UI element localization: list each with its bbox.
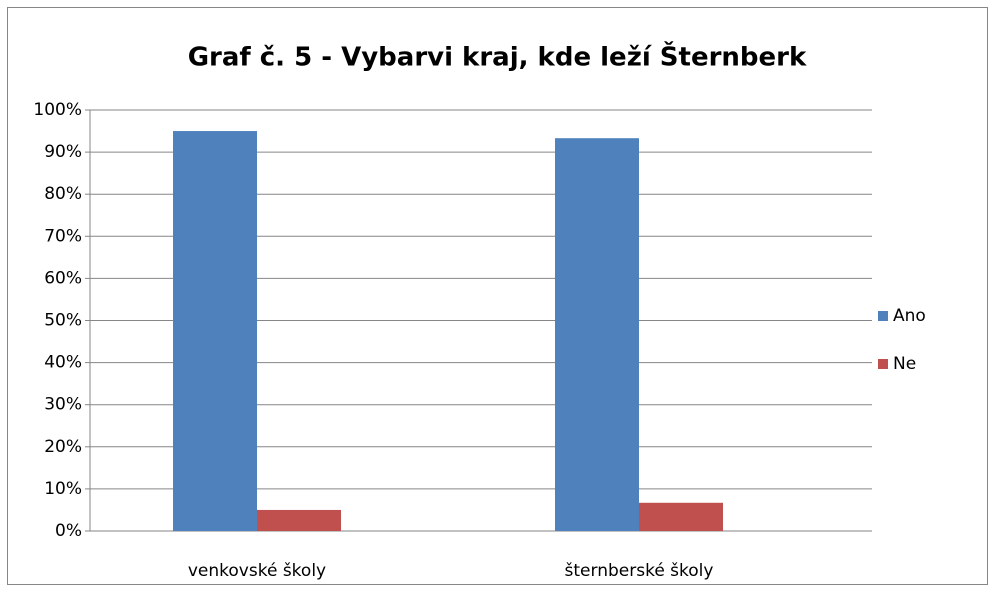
bar — [639, 502, 723, 531]
y-tick-label: 60% — [44, 268, 82, 288]
y-tick-label: 70% — [44, 226, 82, 246]
chart-title: Graf č. 5 - Vybarvi kraj, kde leží Štern… — [188, 41, 807, 73]
legend-label: Ne — [893, 354, 916, 374]
chart-border — [7, 7, 988, 585]
y-tick-label: 30% — [44, 395, 82, 415]
legend-label: Ano — [893, 306, 926, 326]
y-tick-label: 50% — [44, 311, 82, 331]
bar — [173, 131, 257, 532]
x-tick-label: venkovské školy — [188, 561, 326, 581]
legend-swatch — [878, 359, 888, 369]
x-tick-label: šternberské školy — [565, 561, 714, 581]
bar — [555, 138, 639, 531]
y-tick-label: 80% — [44, 184, 82, 204]
y-tick-label: 20% — [44, 437, 82, 457]
y-tick-label: 90% — [44, 142, 82, 162]
y-tick-label: 10% — [44, 479, 82, 499]
y-tick-label: 0% — [55, 521, 82, 541]
y-tick-label: 40% — [44, 353, 82, 373]
y-tick-label: 100% — [33, 100, 82, 120]
bar — [257, 509, 341, 531]
legend-swatch — [878, 311, 888, 321]
